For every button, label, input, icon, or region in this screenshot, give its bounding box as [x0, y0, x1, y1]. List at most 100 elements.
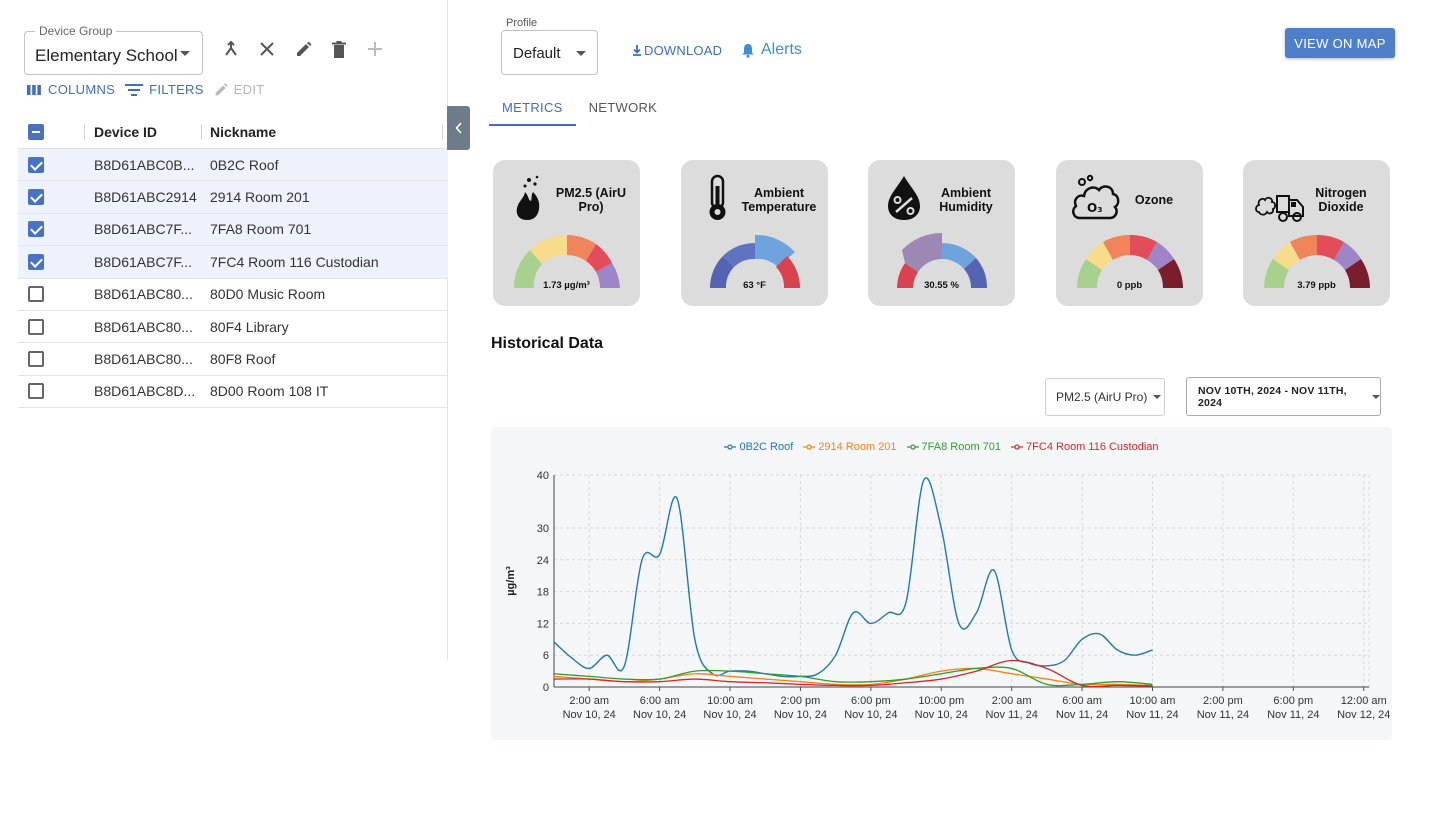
row-checkbox[interactable] [28, 221, 44, 238]
edit-button[interactable]: EDIT [214, 82, 265, 97]
row-checkbox-cell [18, 383, 84, 400]
nickname-cell: 80F8 Roof [210, 351, 276, 368]
row-checkbox-cell [18, 221, 84, 238]
row-checkbox-cell [18, 253, 84, 270]
metric-value: 0 ppb [1116, 280, 1143, 291]
y-tick-label: 18 [537, 587, 549, 599]
close-icon[interactable] [249, 38, 285, 60]
x-tick-label: 2:00 pm [781, 695, 821, 707]
x-tick-label: 6:00 pm [1273, 695, 1313, 707]
grid-toolbar: COLUMNS FILTERS EDIT [26, 82, 275, 97]
filters-button[interactable]: FILTERS [125, 82, 204, 97]
download-icon [633, 45, 641, 56]
series-line-2 [553, 666, 1153, 687]
series-line-0 [553, 477, 1153, 678]
column-separator[interactable] [84, 124, 85, 140]
ozone-cloud-icon: O₃ [1071, 174, 1120, 220]
row-checkbox[interactable] [28, 286, 44, 303]
x-tick-label: 2:00 am [992, 695, 1032, 707]
header-nickname[interactable]: Nickname [210, 123, 277, 140]
metric-card-temperature[interactable]: Ambient Temperature 63 °F [681, 160, 828, 306]
legend-item[interactable]: 7FA8 Room 701 [906, 441, 1001, 453]
x-tick-label: 10:00 pm [918, 695, 964, 707]
columns-button[interactable]: COLUMNS [26, 82, 115, 97]
metric-select[interactable]: PM2.5 (AirU Pro) [1045, 378, 1165, 416]
x-tick-date: Nov 10, 24 [915, 709, 968, 721]
columns-icon [27, 84, 41, 95]
x-tick-date: Nov 12, 24 [1337, 709, 1390, 721]
metric-value: 63 °F [743, 280, 766, 291]
tab-metrics[interactable]: METRICS [489, 96, 576, 126]
table-row[interactable]: B8D61ABC2914 2914 Room 201 [18, 181, 448, 214]
x-tick-date: Nov 11, 24 [1126, 709, 1178, 721]
collapse-panel-button[interactable] [447, 106, 470, 150]
group-toolbar [213, 38, 393, 60]
select-all-checkbox[interactable] [28, 123, 44, 140]
row-checkbox[interactable] [28, 156, 44, 173]
row-checkbox[interactable] [28, 383, 44, 400]
column-separator[interactable] [442, 124, 443, 140]
legend-item[interactable]: 2914 Room 201 [803, 441, 897, 453]
merge-icon[interactable] [213, 38, 249, 60]
y-tick-label: 40 [537, 470, 549, 482]
metric-title: Nitrogen Dioxide [1315, 186, 1367, 214]
columns-label: COLUMNS [48, 82, 116, 97]
download-button[interactable]: DOWNLOAD [632, 43, 722, 58]
legend-label: 0B2C Roof [739, 441, 794, 453]
gauge-pm25 [514, 234, 620, 288]
table-row[interactable]: B8D61ABC80... 80F8 Roof [18, 343, 448, 376]
legend-marker-icon [906, 444, 919, 450]
y-tick-label: 30 [537, 523, 549, 535]
caret-down-icon [1153, 395, 1162, 399]
gauge-humidity [897, 232, 988, 288]
edit-label: EDIT [233, 82, 265, 97]
metric-card-ozone[interactable]: O₃ Ozone 0 ppb [1056, 160, 1203, 306]
legend-item[interactable]: 7FC4 Room 116 Custodian [1011, 441, 1159, 453]
legend-marker-icon [724, 444, 737, 450]
device-id-cell: B8D61ABC7F... [94, 253, 193, 270]
series-line-3 [553, 659, 1153, 688]
row-checkbox[interactable] [28, 351, 44, 368]
table-row[interactable]: B8D61ABC7F... 7FC4 Room 116 Custodian [18, 246, 448, 279]
device-id-cell: B8D61ABC80... [94, 318, 193, 335]
device-id-cell: B8D61ABC7F... [94, 221, 193, 238]
metric-card-humidity[interactable]: Ambient Humidity 30.55 % [868, 160, 1015, 306]
metric-title: Ambient Temperature [741, 186, 817, 214]
profile-select[interactable]: Default [501, 30, 598, 75]
metric-value: 1.73 µg/m³ [543, 280, 590, 291]
device-panel: Device Group Elementary School [18, 0, 448, 660]
alerts-label: Alerts [761, 41, 802, 58]
tab-network[interactable]: NETWORK [588, 100, 658, 115]
column-separator[interactable] [201, 124, 202, 140]
alerts-button[interactable]: Alerts [741, 41, 802, 59]
device-group-value: Elementary School [35, 46, 178, 65]
table-row[interactable]: B8D61ABC0B... 0B2C Roof [18, 149, 448, 182]
metric-card-no2[interactable]: Nitrogen Dioxide 3.79 ppb [1243, 160, 1390, 306]
grid-body: B8D61ABC0B... 0B2C Roof B8D61ABC2914 2914 R… [18, 149, 448, 409]
nickname-cell: 80F4 Library [210, 318, 289, 335]
date-range-select[interactable]: NOV 10TH, 2024 - NOV 11TH, 2024 [1186, 377, 1381, 416]
row-checkbox[interactable] [28, 318, 44, 335]
legend-item[interactable]: 0B2C Roof [724, 441, 793, 453]
row-checkbox[interactable] [28, 253, 44, 270]
header-device-id[interactable]: Device ID [94, 123, 158, 140]
table-row[interactable]: B8D61ABC80... 80D0 Music Room [18, 279, 448, 311]
view-on-map-button[interactable]: VIEW ON MAP [1285, 28, 1395, 58]
table-row[interactable]: B8D61ABC8D... 8D00 Room 108 IT [18, 376, 448, 409]
x-tick-label: 10:00 am [707, 695, 753, 707]
device-grid: Device ID Nickname B8D61ABC0B... 0B2C Roo… [18, 115, 448, 409]
profile-label: Profile [506, 17, 538, 29]
historical-data-title: Historical Data [491, 335, 604, 352]
chart-svg: 0 6 12 18 24 30 40 2:00 am Nov 10, 24 6:00 am Nov … [505, 470, 1390, 721]
delete-icon[interactable] [321, 38, 357, 60]
table-row[interactable]: B8D61ABC7F... 7FA8 Room 701 [18, 213, 448, 247]
metric-card-pm25[interactable]: PM2.5 (AirU Pro) 1.73 µg/m³ [493, 160, 640, 306]
y-tick-label: 12 [537, 618, 549, 630]
device-group-select[interactable]: Device Group Elementary School [24, 24, 203, 75]
x-tick-label: 6:00 am [1062, 695, 1102, 707]
table-row[interactable]: B8D61ABC80... 80F4 Library [18, 311, 448, 344]
add-icon[interactable] [357, 38, 393, 60]
edit-pencil-icon[interactable] [285, 38, 321, 60]
row-checkbox[interactable] [28, 189, 44, 206]
